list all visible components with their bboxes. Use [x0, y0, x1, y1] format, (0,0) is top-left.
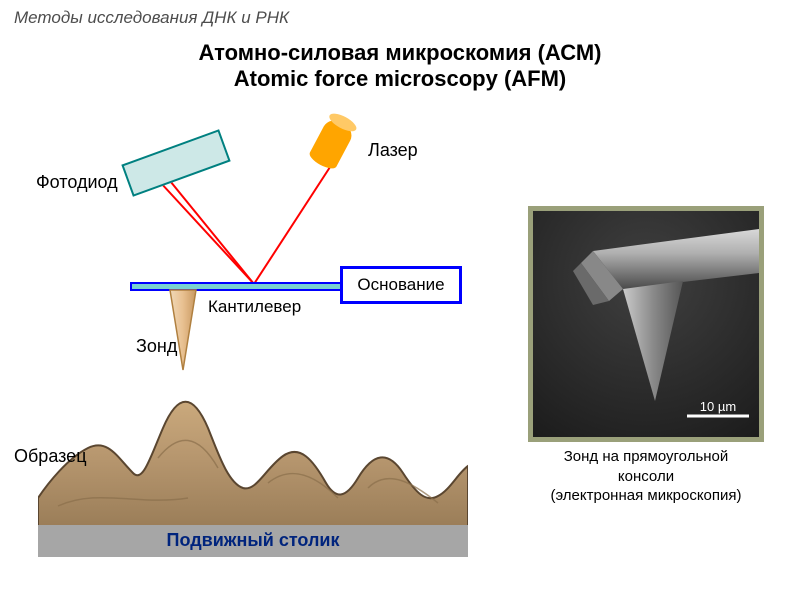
photodiode-label: Фотодиод	[36, 172, 118, 193]
caption-line2: консоли	[524, 467, 768, 487]
probe-label: Зонд	[136, 336, 177, 357]
stage-label: Подвижный столик	[38, 530, 468, 551]
cantilever-shape	[130, 282, 344, 291]
micrograph-svg: 10 µm	[533, 211, 759, 437]
caption-line3: (электронная микроскопия)	[524, 486, 768, 506]
caption-line1: Зонд на прямоугольной	[524, 447, 768, 467]
sample-shape	[38, 388, 468, 533]
probe-shape	[168, 288, 198, 372]
base-label: Основание	[357, 275, 444, 295]
laser-label: Лазер	[368, 140, 418, 161]
sample-label: Образец	[14, 446, 87, 467]
cantilever-label: Кантилевер	[208, 297, 301, 317]
micrograph-caption: Зонд на прямоугольной консоли (электронн…	[524, 447, 768, 506]
micrograph-image: 10 µm	[533, 211, 759, 437]
micrograph-frame: 10 µm	[528, 206, 764, 442]
base-shape: Основание	[340, 266, 462, 304]
scalebar-text: 10 µm	[700, 399, 736, 414]
diagram-root: Методы исследования ДНК и РНК Атомно-сил…	[0, 0, 800, 600]
